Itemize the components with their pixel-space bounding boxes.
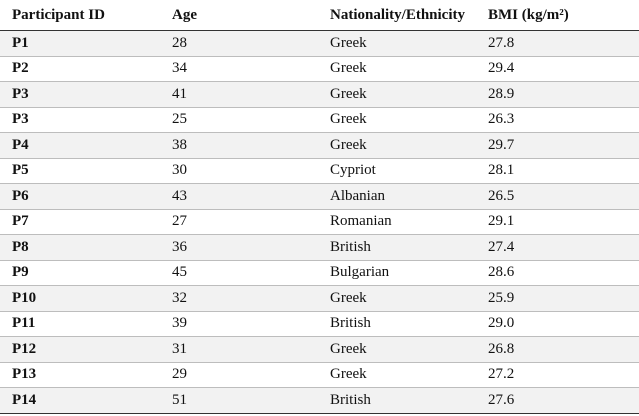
table-cell: 27.4 — [488, 238, 515, 255]
table-row: P1 28 Greek 27.8 — [0, 31, 639, 57]
table-cell: 29 — [172, 366, 187, 383]
table-cell: 29.7 — [488, 136, 515, 153]
table-cell: 28.1 — [488, 162, 515, 179]
table-cell: 41 — [172, 85, 187, 102]
header-row: Participant ID Age Nationality/Ethnicity BM… — [0, 0, 639, 31]
table-cell: 28 — [172, 34, 187, 51]
table-cell: P11 — [12, 315, 36, 332]
table-cell: 27.2 — [488, 366, 515, 383]
table-cell: Greek — [330, 289, 367, 306]
table-cell: P3 — [12, 111, 29, 128]
table-cell: Greek — [330, 60, 367, 77]
table-row: P13 29 Greek 27.2 — [0, 363, 639, 388]
table-cell: Age — [172, 6, 197, 23]
table-cell: 43 — [172, 187, 187, 204]
table-cell: Albanian — [330, 187, 385, 204]
table-cell: Greek — [330, 85, 367, 102]
table-cell: 29.0 — [488, 315, 515, 332]
table-row: P9 45 Bulgarian 28.6 — [0, 261, 639, 286]
table-cell: 28.9 — [488, 85, 515, 102]
table-cell: 39 — [172, 315, 187, 332]
table-cell: 38 — [172, 136, 187, 153]
table-row: P5 30 Cypriot 28.1 — [0, 159, 639, 184]
table-cell: P5 — [12, 162, 29, 179]
table-cell: Romanian — [330, 213, 392, 230]
table-cell: British — [330, 315, 371, 332]
table-cell: P9 — [12, 264, 29, 281]
table-cell: Bulgarian — [330, 264, 390, 281]
table-cell: 51 — [172, 391, 187, 408]
table-cell: Greek — [330, 111, 367, 128]
table-cell: British — [330, 391, 371, 408]
table-cell: Participant ID — [12, 6, 105, 23]
table-cell: 29.4 — [488, 60, 515, 77]
table-cell: P1 — [12, 34, 29, 51]
table-row: P8 36 British 27.4 — [0, 235, 639, 261]
table-row: P3 41 Greek 28.9 — [0, 82, 639, 108]
table-cell: P8 — [12, 238, 29, 255]
table-cell: P4 — [12, 136, 29, 153]
table-cell: Greek — [330, 340, 367, 357]
table-cell: Cypriot — [330, 162, 376, 179]
table-cell: 29.1 — [488, 213, 515, 230]
table-row: P11 39 British 29.0 — [0, 312, 639, 337]
table-row: P14 51 British 27.6 — [0, 388, 639, 414]
table-cell: 36 — [172, 238, 187, 255]
table-cell: 27 — [172, 213, 187, 230]
table-cell: 27.8 — [488, 34, 515, 51]
table-cell: BMI (kg/m²) — [488, 6, 569, 23]
table-cell: P7 — [12, 213, 29, 230]
table-cell: P6 — [12, 187, 29, 204]
table-cell: P3 — [12, 85, 29, 102]
table-cell: 32 — [172, 289, 187, 306]
table-row: P6 43 Albanian 26.5 — [0, 184, 639, 210]
table-cell: P13 — [12, 366, 37, 383]
table-cell: P10 — [12, 289, 37, 306]
table-cell: 34 — [172, 60, 187, 77]
table-cell: 26.5 — [488, 187, 515, 204]
table-cell: P12 — [12, 340, 37, 357]
table-cell: 27.6 — [488, 391, 515, 408]
table-cell: Greek — [330, 136, 367, 153]
table-cell: 28.6 — [488, 264, 515, 281]
table-row: P7 27 Romanian 29.1 — [0, 210, 639, 235]
table-cell: 26.8 — [488, 340, 515, 357]
table-cell: 30 — [172, 162, 187, 179]
table-row: P2 34 Greek 29.4 — [0, 57, 639, 82]
table-row: P4 38 Greek 29.7 — [0, 133, 639, 159]
table-cell: 26.3 — [488, 111, 515, 128]
table-cell: British — [330, 238, 371, 255]
table-cell: 25.9 — [488, 289, 515, 306]
table-row: P12 31 Greek 26.8 — [0, 337, 639, 363]
table-row: P10 32 Greek 25.9 — [0, 286, 639, 312]
table-cell: 31 — [172, 340, 187, 357]
table-cell: 25 — [172, 111, 187, 128]
table-cell: P2 — [12, 60, 29, 77]
table-cell: P14 — [12, 391, 37, 408]
table-cell: Greek — [330, 366, 367, 383]
table-row: P3 25 Greek 26.3 — [0, 108, 639, 133]
table-cell: Nationality/Ethnicity — [330, 6, 466, 23]
table-cell: 45 — [172, 264, 187, 281]
table-cell: Greek — [330, 34, 367, 51]
